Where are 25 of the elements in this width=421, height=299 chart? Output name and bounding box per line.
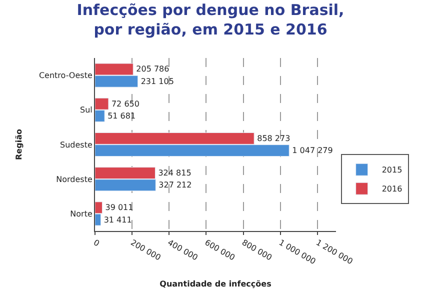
x-axis-title: Quantidade de infecções	[160, 279, 272, 288]
data-label: 1 047 279	[292, 146, 333, 156]
data-label: 327 212	[158, 180, 192, 190]
data-label: 858 273	[257, 134, 290, 143]
x-tick-label: 200 000	[129, 238, 162, 262]
data-label: 205 786	[136, 64, 170, 74]
data-label: 31 411	[104, 215, 132, 224]
x-tick-label: 800 000	[240, 238, 274, 262]
chart-title: Infecções por dengue no Brasil, por região, em 2015 e 2016	[76, 0, 344, 38]
data-label: 231 105	[140, 76, 174, 86]
data-label: 72 650	[111, 99, 140, 108]
x-tick-label: 400 000	[166, 238, 200, 262]
data-label: 324 815	[158, 168, 192, 178]
data-label: 39 011	[105, 203, 134, 212]
x-tick-label: 0	[92, 238, 101, 248]
legend-label: 2015	[382, 166, 402, 175]
y-axis-title: Região	[14, 128, 24, 160]
legend-label: 2016	[382, 184, 402, 194]
y-tick-label: Norte	[70, 210, 92, 218]
y-tick-label: Centro-Oeste	[38, 71, 92, 80]
x-tick-label: 600 000	[203, 238, 236, 262]
y-tick-label: Nordeste	[56, 174, 92, 184]
data-label: 51 681	[108, 111, 136, 120]
y-tick-label: Sudeste	[60, 140, 92, 150]
y-tick-label: Sul	[80, 106, 92, 115]
